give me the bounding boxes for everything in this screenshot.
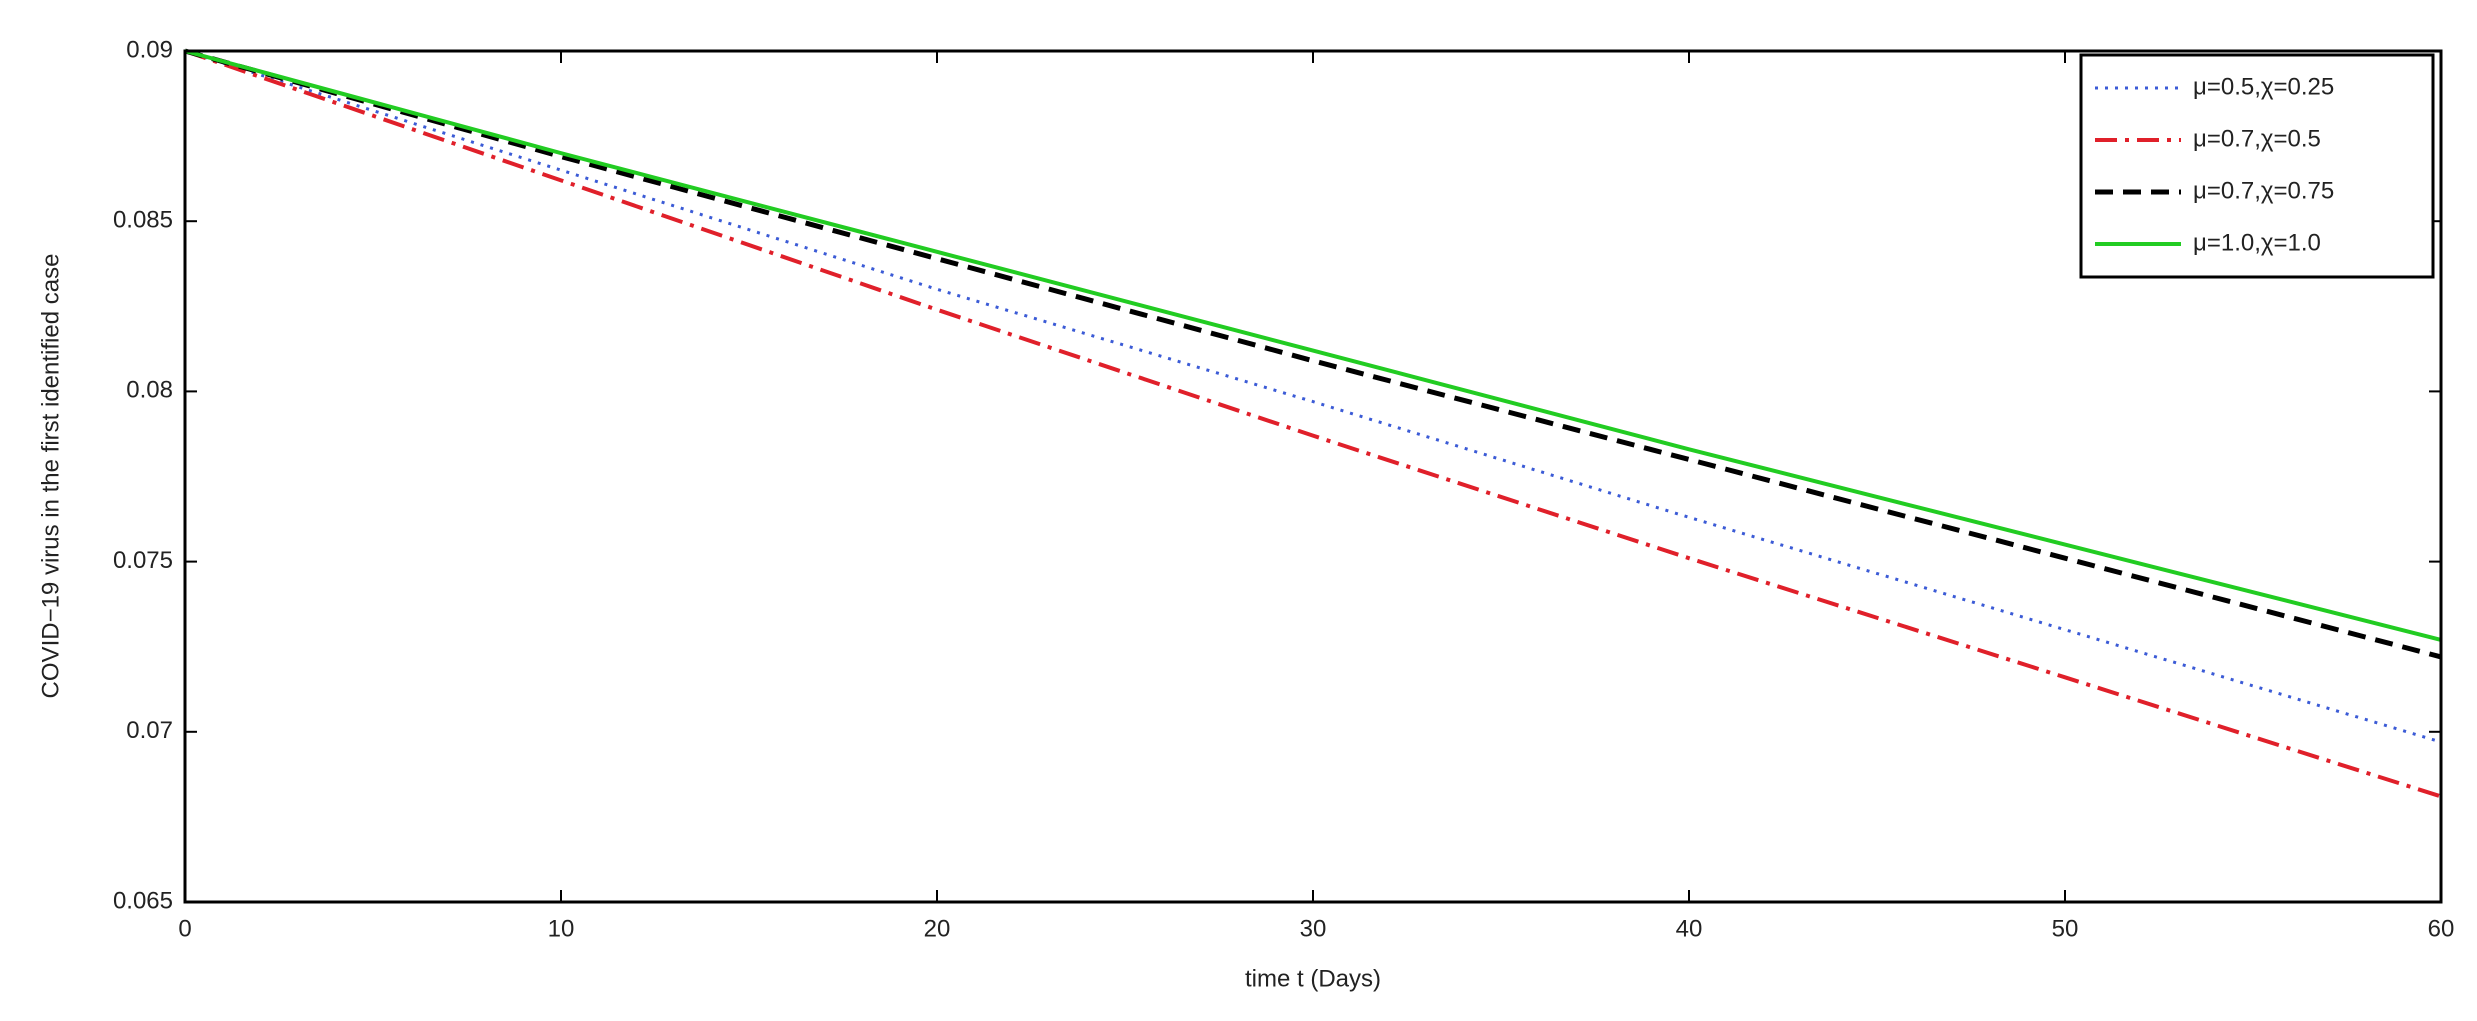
x-tick-label: 30 — [1300, 915, 1327, 942]
y-tick-label: 0.09 — [126, 36, 173, 63]
y-axis-label: COVID−19 virus in the first identified c… — [37, 254, 64, 699]
x-tick-label: 60 — [2428, 915, 2455, 942]
plot-frame — [183, 49, 2443, 904]
legend-box — [2079, 53, 2435, 279]
series-line — [184, 48, 2442, 660]
legend-label: μ=0.5,χ=0.25 — [2193, 73, 2334, 100]
legend-label: μ=0.7,χ=0.5 — [2193, 125, 2321, 152]
x-tick-label: 10 — [548, 915, 575, 942]
series-line — [184, 49, 2442, 744]
y-tick-label: 0.085 — [113, 207, 173, 234]
x-tick-label: 20 — [924, 915, 951, 942]
y-tick-label: 0.075 — [113, 547, 173, 574]
x-tick-label: 40 — [1676, 915, 1703, 942]
y-tick-label: 0.065 — [113, 887, 173, 914]
x-tick-label: 50 — [2052, 915, 2079, 942]
legend-label: μ=0.7,χ=0.75 — [2193, 177, 2334, 204]
y-tick-label: 0.08 — [126, 377, 173, 404]
x-axis-label: time t (Days) — [1245, 965, 1381, 992]
series-line — [184, 49, 2442, 642]
legend-label: μ=1.0,χ=1.0 — [2193, 229, 2321, 256]
x-tick-label: 0 — [178, 915, 191, 942]
series-line — [184, 49, 2442, 799]
y-tick-label: 0.07 — [126, 717, 173, 744]
